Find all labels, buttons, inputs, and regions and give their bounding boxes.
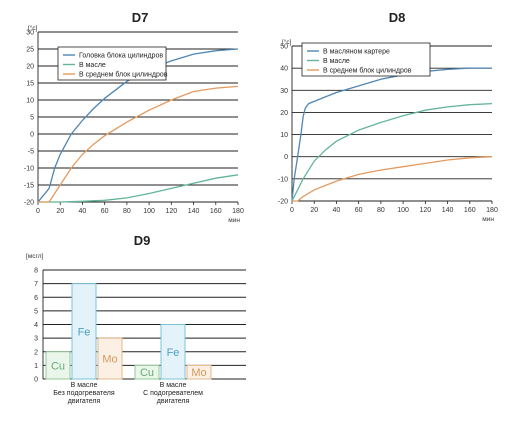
y-tick-label: 3 [34, 336, 38, 343]
chart-title: D9 [134, 233, 151, 248]
group-label: двигателя [157, 398, 190, 405]
bar [71, 283, 97, 380]
x-tick-label: 60 [101, 208, 109, 215]
y-tick-label: 25 [26, 47, 34, 54]
x-unit-label: мин [228, 217, 240, 224]
y-tick-label: 30 [280, 88, 288, 95]
x-tick-label: 100 [143, 208, 155, 215]
bar [45, 351, 71, 380]
y-unit-label: [°c] [282, 38, 292, 46]
x-tick-label: 180 [232, 208, 244, 215]
x-tick-label: 160 [464, 207, 476, 214]
series-line [38, 174, 239, 203]
y-tick-label: -20 [24, 200, 34, 207]
group-label: В масле [160, 382, 187, 389]
y-tick-label: 10 [280, 132, 288, 139]
group-label: В масле [71, 382, 98, 389]
x-tick-label: 120 [419, 207, 431, 214]
y-tick-label: 7 [34, 281, 38, 288]
y-tick-label: 50 [280, 44, 288, 51]
y-tick-label: -15 [24, 183, 34, 190]
y-tick-label: 0 [284, 154, 288, 161]
x-tick-label: 40 [79, 208, 87, 215]
x-tick-label: 100 [397, 207, 409, 214]
bar-label: Fe [78, 326, 91, 338]
y-tick-label: 5 [34, 308, 38, 315]
y-tick-label: -10 [24, 166, 34, 173]
y-unit-label: [°c] [28, 24, 38, 32]
y-tick-label: 20 [280, 110, 288, 117]
x-tick-label: 180 [486, 207, 498, 214]
legend-entry: В среднем блок цилиндров [79, 71, 168, 79]
y-tick-label: -5 [28, 149, 34, 156]
legend-entry: В масле [79, 62, 106, 69]
group-label: С подогревателем [143, 390, 203, 397]
x-tick-label: 0 [36, 208, 40, 215]
series-line [292, 156, 493, 202]
y-unit-label: [мсгл] [26, 253, 44, 260]
x-tick-label: 140 [442, 207, 454, 214]
bar-label: Cu [140, 367, 154, 379]
series-line [291, 67, 492, 202]
x-tick-label: 160 [210, 208, 222, 215]
y-tick-label: 30 [26, 30, 34, 37]
chart-title: D7 [132, 10, 149, 25]
y-tick-label: 15 [26, 81, 34, 88]
x-unit-label: мин [482, 216, 494, 223]
y-tick-label: 8 [34, 268, 38, 275]
legend-entry: В масле [323, 58, 350, 65]
group-label: двигателя [68, 398, 101, 405]
y-tick-label: 0 [34, 377, 38, 384]
group-label: Без подогревателя [53, 390, 115, 397]
legend-entry: Головка блока цилиндров [79, 52, 163, 60]
legend-box [57, 46, 167, 81]
series-line [38, 85, 239, 203]
y-tick-label: 0 [30, 132, 34, 139]
y-tick-label: 6 [34, 295, 38, 302]
x-tick-label: 120 [165, 208, 177, 215]
bar [134, 364, 160, 380]
series-line [291, 102, 493, 202]
bar [160, 324, 186, 380]
x-tick-label: 20 [310, 207, 318, 214]
chart-d7: D7 [°c] -20 -15 -10 -5 0 5 10 15 20 25 30 0 20 40 60 80 10… [24, 10, 244, 224]
legend-entry: В среднем блок цилиндров [323, 67, 412, 75]
bar-label: Mo [102, 354, 117, 366]
bar [97, 337, 123, 380]
x-tick-label: 80 [377, 207, 385, 214]
y-tick-label: 2 [34, 349, 38, 356]
legend-box [301, 42, 431, 77]
y-tick-label: 20 [26, 64, 34, 71]
x-tick-label: 60 [355, 207, 363, 214]
y-tick-label: -20 [278, 199, 288, 206]
bar [186, 364, 212, 380]
legend-entry: В масляном картере [323, 49, 390, 56]
chart-d8: D8 [°c] -20 -10 0 10 20 30 40 50 0 20 40 60 80 100 120 14… [278, 10, 498, 223]
y-tick-label: 1 [34, 363, 38, 370]
chart-title: D8 [389, 10, 406, 25]
x-tick-label: 20 [56, 208, 64, 215]
bar-label: Fe [167, 347, 180, 359]
y-tick-label: 4 [34, 322, 38, 329]
x-tick-label: 140 [188, 208, 200, 215]
x-tick-label: 0 [290, 207, 294, 214]
y-tick-label: -10 [278, 176, 288, 183]
bar-label: Mo [191, 367, 206, 379]
y-tick-label: 40 [280, 66, 288, 73]
y-tick-label: 10 [26, 98, 34, 105]
y-tick-label: 5 [30, 115, 34, 122]
series-line [37, 48, 239, 203]
x-tick-label: 80 [123, 208, 131, 215]
x-tick-label: 40 [333, 207, 341, 214]
bar-label: Cu [51, 360, 65, 372]
